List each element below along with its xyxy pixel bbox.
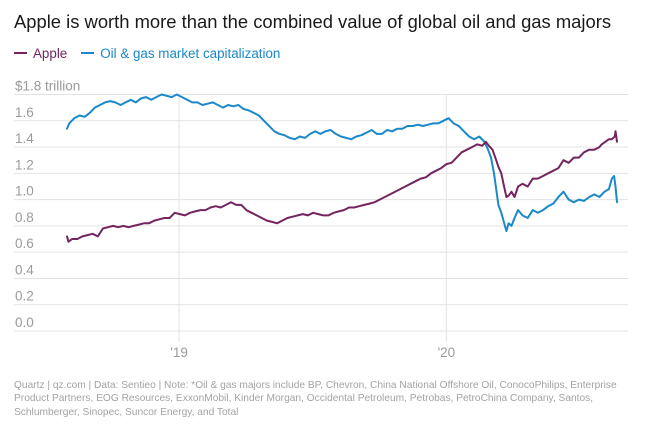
series-line-apple: [66, 130, 618, 243]
legend-label-oil-gas: Oil & gas market capitalization: [100, 45, 281, 61]
y-tick-label: 0.8: [15, 210, 34, 225]
chart-legend: Apple Oil & gas market capitalization: [14, 44, 294, 62]
legend-item-oil-gas: Oil & gas market capitalization: [81, 46, 280, 61]
y-tick-label: 1.6: [15, 105, 34, 120]
y-tick-label: 0.2: [15, 289, 34, 304]
chart-title: Apple is worth more than the combined va…: [14, 11, 612, 32]
legend-label-apple: Apple: [33, 45, 68, 61]
legend-swatch-apple: [14, 52, 27, 54]
y-tick-label: $1.8 trillion: [15, 79, 80, 94]
y-tick-label: 1.0: [15, 184, 34, 199]
x-tick-label: '20: [438, 345, 456, 360]
x-tick-label: '19: [170, 345, 188, 360]
y-tick-label: 0.4: [15, 262, 34, 277]
series-lines: [66, 93, 618, 243]
y-tick-label: 0.0: [15, 315, 34, 330]
legend-item-apple: Apple: [14, 46, 67, 61]
y-tick-label: 0.6: [15, 236, 34, 251]
source-footnote: Quartz | qz.com | Data: Sentieo | Note: …: [14, 380, 617, 418]
y-tick-label: 1.2: [15, 157, 34, 172]
legend-swatch-oil-gas: [81, 52, 95, 54]
series-line-oil-gas-market-capitalization: [66, 93, 618, 233]
y-tick-label: 1.4: [15, 131, 34, 146]
x-axis-ticks: '19 '20: [170, 94, 456, 360]
y-axis-labels: 0.0 0.2 0.4 0.6 0.8 1.0 1.2 1.4 1.6 $1.8 trillion: [15, 79, 80, 331]
